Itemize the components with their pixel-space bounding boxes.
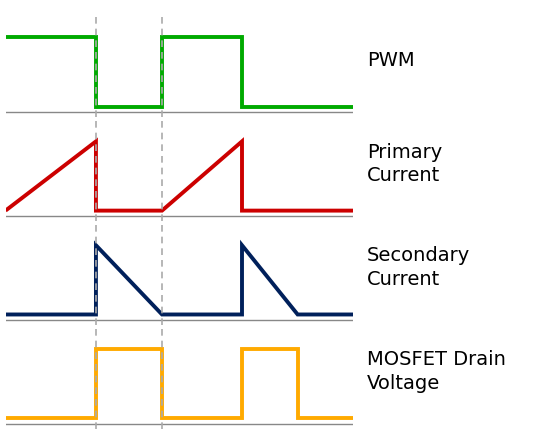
Text: MOSFET Drain
Voltage: MOSFET Drain Voltage bbox=[367, 351, 506, 393]
Text: Primary
Current: Primary Current bbox=[367, 143, 443, 185]
Text: Secondary
Current: Secondary Current bbox=[367, 247, 470, 289]
Text: PWM: PWM bbox=[367, 50, 415, 69]
